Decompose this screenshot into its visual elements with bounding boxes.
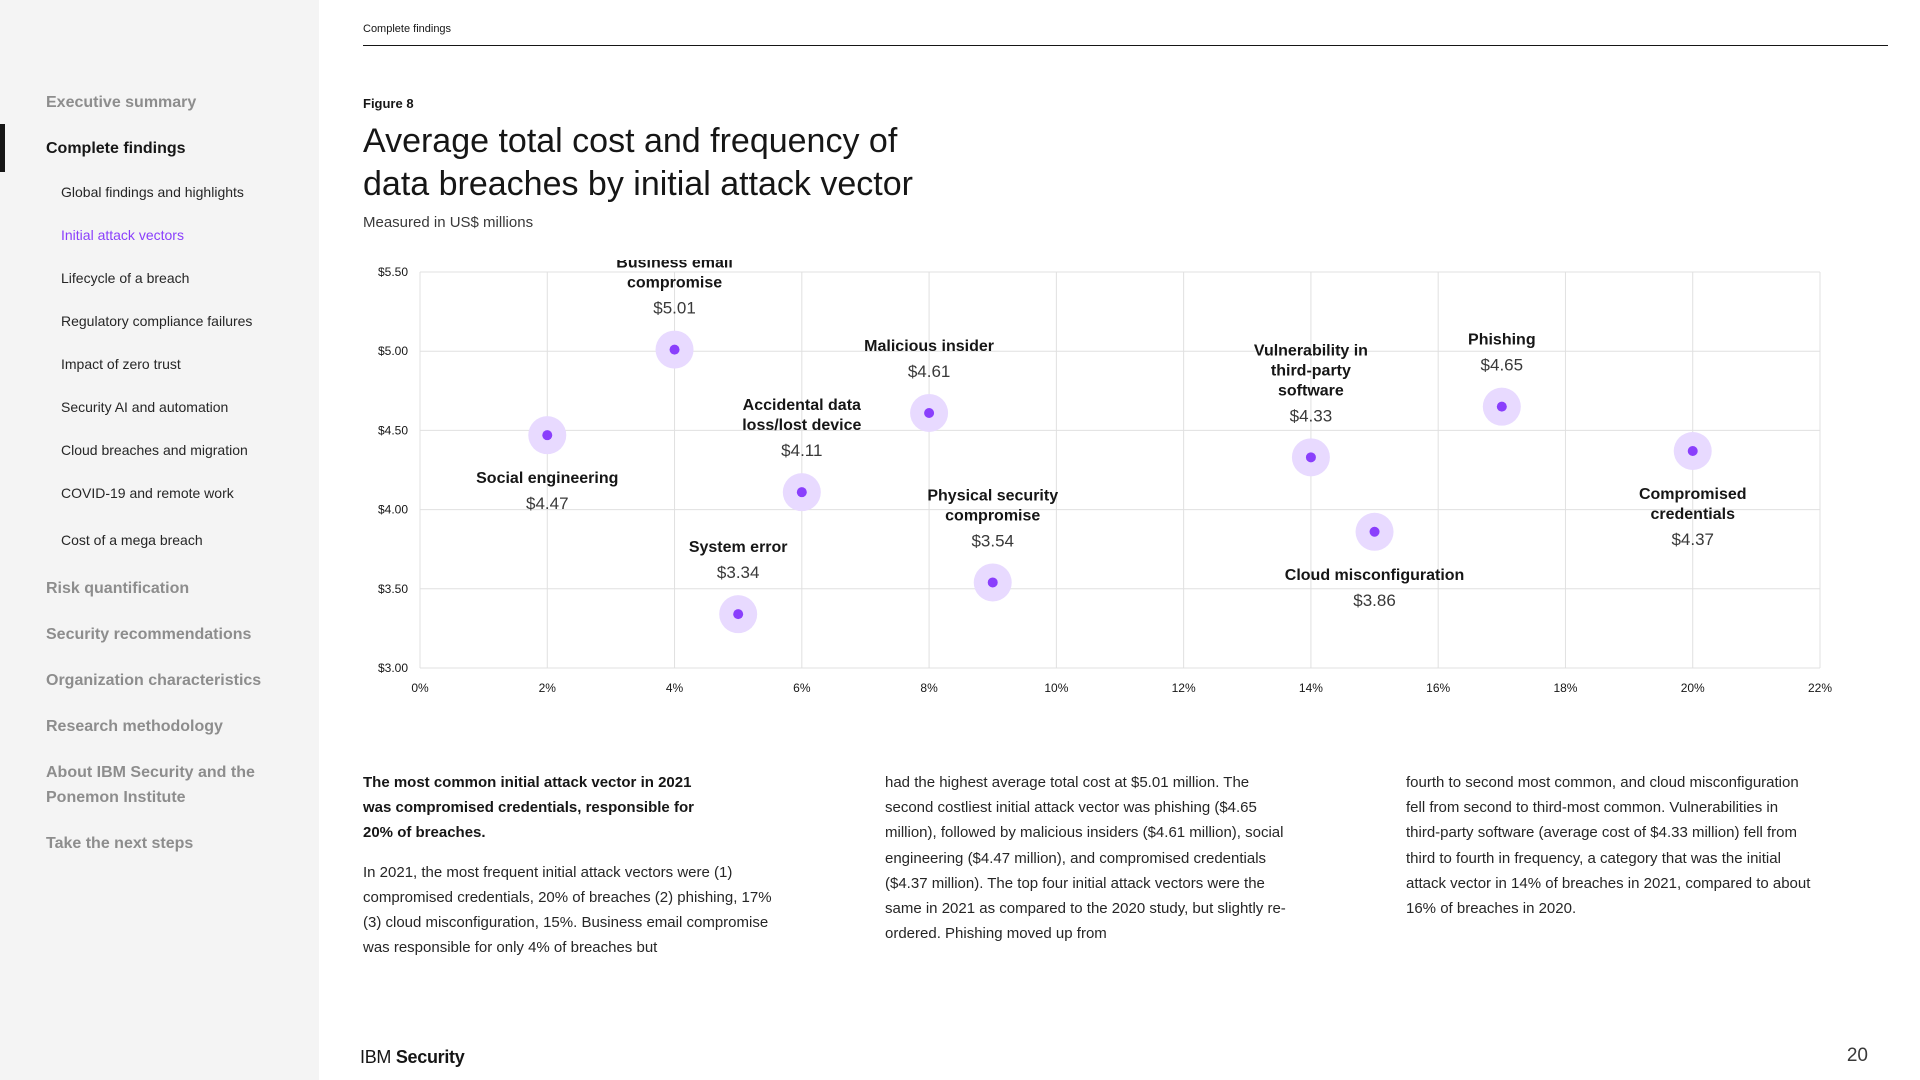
data-point-value: $4.47 [526, 494, 569, 513]
y-tick-label: $5.50 [378, 265, 408, 279]
y-tick-label: $4.00 [378, 503, 408, 517]
nav-active-indicator [0, 124, 5, 172]
data-point [796, 487, 807, 498]
data-point-name: Compromised [1639, 486, 1747, 503]
nav-executive-summary[interactable]: Executive summary [46, 94, 197, 111]
page-number: 20 [1846, 1045, 1868, 1066]
data-point-value: $3.54 [971, 531, 1014, 550]
x-tick-label: 4% [666, 681, 684, 695]
data-point-name: credentials [1650, 506, 1735, 523]
header-divider [363, 45, 1888, 46]
x-tick-label: 6% [793, 681, 811, 695]
data-point-name: Phishing [1468, 332, 1536, 349]
data-point-value: $4.37 [1671, 530, 1714, 549]
data-point [669, 344, 680, 355]
nav-regulatory-compliance[interactable]: Regulatory compliance failures [61, 313, 253, 329]
data-point-value: $3.86 [1353, 591, 1396, 610]
data-point-name: compromise [945, 507, 1040, 524]
body-column-3: fourth to second most common, and cloud … [1406, 770, 1816, 921]
data-point-name: Malicious insider [864, 338, 994, 355]
data-point-name: Vulnerability in [1254, 342, 1368, 359]
x-tick-label: 18% [1553, 681, 1577, 695]
x-tick-label: 8% [920, 681, 938, 695]
x-tick-label: 12% [1172, 681, 1196, 695]
x-tick-label: 16% [1426, 681, 1450, 695]
data-point-name: Cloud misconfiguration [1285, 567, 1465, 584]
y-tick-label: $5.00 [378, 344, 408, 358]
data-point-value: $4.61 [908, 362, 951, 381]
data-point-name: Social engineering [476, 470, 618, 487]
data-point-value: $4.11 [781, 441, 822, 460]
y-tick-label: $3.50 [378, 582, 408, 596]
logo-security: Security [395, 1047, 465, 1067]
nav-initial-attack-vectors[interactable]: Initial attack vectors [61, 227, 184, 243]
data-point-name: Business email [616, 260, 733, 272]
body-text-1: In 2021, the most frequent initial attac… [363, 863, 772, 957]
data-point-name: third-party [1271, 362, 1351, 379]
chart-canvas: 0% 2% 4% 6% 8% 10% 12% 14% 16% 18% 20% 22% $3.00 $3.5… [378, 260, 1832, 695]
data-point-name: Accidental data [743, 397, 861, 414]
body-lead: The most common initial attack vector in… [363, 774, 694, 842]
nav-security-ai[interactable]: Security AI and automation [61, 399, 229, 415]
nav-risk-quantification[interactable]: Risk quantification [46, 580, 190, 597]
nav-research-methodology[interactable]: Research methodology [46, 718, 223, 735]
body-column-2: had the highest average total cost at $5… [885, 770, 1295, 946]
data-point-name: loss/lost device [742, 417, 861, 434]
y-tick-label: $3.00 [378, 661, 408, 675]
data-point [1305, 452, 1316, 463]
figure-title: Average total cost and frequency of data… [363, 122, 913, 203]
x-tick-label: 0% [411, 681, 429, 695]
nav-complete-findings[interactable]: Complete findings [46, 140, 186, 157]
data-point [924, 407, 935, 418]
data-point-name: System error [689, 539, 788, 556]
logo-ibm: IBM [360, 1047, 392, 1067]
nav-about-ibm[interactable]: About IBM Security and the Ponemon Insti… [46, 764, 255, 806]
data-point-value: $3.34 [717, 563, 760, 582]
sidebar: Executive summary Complete findings Glob… [0, 0, 319, 1080]
data-point-value: $5.01 [653, 299, 696, 318]
nav-lifecycle-of-breach[interactable]: Lifecycle of a breach [61, 270, 190, 286]
data-point [1687, 445, 1698, 456]
data-point [1369, 526, 1380, 537]
ibm-security-logo: IBM Security [360, 1047, 465, 1068]
data-point [1496, 401, 1507, 412]
nav-cloud-breaches[interactable]: Cloud breaches and migration [61, 442, 248, 458]
data-point-value: $4.33 [1290, 406, 1333, 425]
data-point [542, 430, 553, 441]
nav-organization-characteristics[interactable]: Organization characteristics [46, 672, 262, 689]
nav-next-steps[interactable]: Take the next steps [46, 835, 194, 852]
x-tick-label: 14% [1299, 681, 1323, 695]
x-tick-label: 20% [1681, 681, 1705, 695]
figure-label: Figure 8 [363, 96, 414, 111]
data-point-value: $4.65 [1481, 356, 1524, 375]
data-point-name: Physical security [927, 487, 1058, 504]
x-tick-label: 22% [1808, 681, 1832, 695]
nav-zero-trust[interactable]: Impact of zero trust [61, 356, 181, 372]
data-point-name: compromise [627, 275, 722, 292]
y-tick-label: $4.50 [378, 423, 408, 437]
data-point [987, 577, 998, 588]
x-tick-label: 2% [539, 681, 557, 695]
scatter-chart: 0% 2% 4% 6% 8% 10% 12% 14% 16% 18% 20% 22% $3.00 $3.5… [360, 260, 1880, 700]
nav-security-recommendations[interactable]: Security recommendations [46, 626, 252, 643]
figure-subtitle: Measured in US$ millions [363, 214, 534, 231]
body-text-3: fourth to second most common, and cloud … [1406, 774, 1811, 918]
x-tick-label: 10% [1044, 681, 1068, 695]
data-point [733, 609, 744, 620]
nav-covid-remote-work[interactable]: COVID-19 and remote work [61, 485, 234, 501]
section-header: Complete findings [363, 23, 452, 35]
nav-mega-breach[interactable]: Cost of a mega breach [61, 532, 203, 548]
nav-global-findings[interactable]: Global findings and highlights [61, 184, 244, 200]
body-text-2: had the highest average total cost at $5… [885, 774, 1286, 943]
data-point-name: software [1278, 382, 1344, 399]
body-column-1: The most common initial attack vector in… [363, 770, 773, 960]
